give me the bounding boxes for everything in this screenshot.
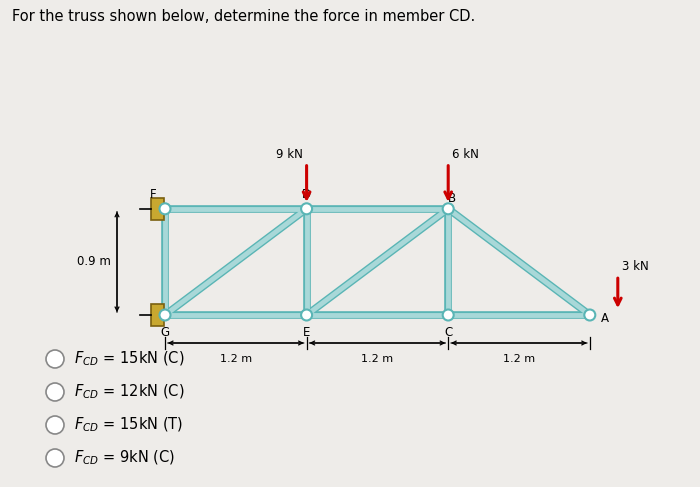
Text: $F_{CD}$ = 15kN (T): $F_{CD}$ = 15kN (T) <box>74 416 183 434</box>
Circle shape <box>442 310 454 320</box>
Text: F: F <box>150 188 156 201</box>
Circle shape <box>46 449 64 467</box>
Circle shape <box>46 350 64 368</box>
Text: C: C <box>444 325 452 338</box>
Text: For the truss shown below, determine the force in member CD.: For the truss shown below, determine the… <box>12 9 475 24</box>
Text: 3 kN: 3 kN <box>622 260 648 273</box>
Circle shape <box>46 416 64 434</box>
Circle shape <box>301 310 312 320</box>
Circle shape <box>160 310 171 320</box>
Bar <box>151 198 164 220</box>
Text: 0.9 m: 0.9 m <box>77 255 111 268</box>
Circle shape <box>160 203 171 214</box>
Text: $F_{CD}$ = 15kN (C): $F_{CD}$ = 15kN (C) <box>74 350 184 368</box>
Text: D: D <box>302 188 312 201</box>
Text: $F_{CD}$ = 12kN (C): $F_{CD}$ = 12kN (C) <box>74 383 184 401</box>
Circle shape <box>301 203 312 214</box>
Circle shape <box>46 383 64 401</box>
Text: A: A <box>601 313 609 325</box>
Text: 6 kN: 6 kN <box>452 148 479 161</box>
Text: 1.2 m: 1.2 m <box>361 354 393 364</box>
Circle shape <box>584 310 595 320</box>
Text: E: E <box>303 325 310 338</box>
Text: B: B <box>448 192 456 206</box>
Text: G: G <box>160 325 169 338</box>
Circle shape <box>442 203 454 214</box>
Text: 9 kN: 9 kN <box>276 148 302 161</box>
Text: 1.2 m: 1.2 m <box>220 354 252 364</box>
Bar <box>151 304 164 326</box>
Text: 1.2 m: 1.2 m <box>503 354 535 364</box>
Text: $F_{CD}$ = 9kN (C): $F_{CD}$ = 9kN (C) <box>74 449 175 467</box>
